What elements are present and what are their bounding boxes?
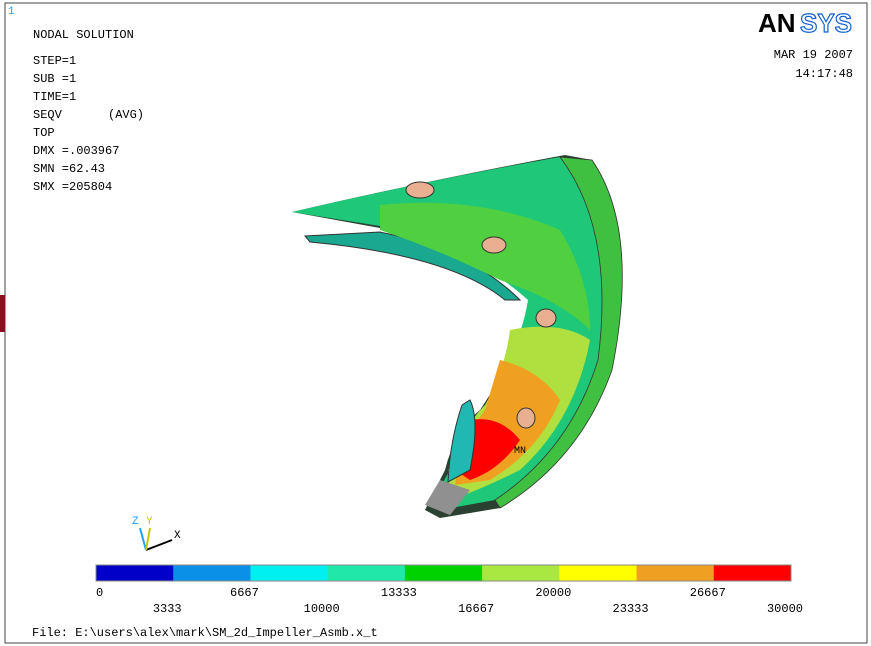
bolt-hole <box>482 237 506 253</box>
bolt-hole <box>517 408 535 428</box>
background <box>0 0 871 646</box>
legend-tick-label: 23333 <box>613 602 649 616</box>
triad-y-label: Y <box>146 516 153 528</box>
legend-tick-label: 13333 <box>381 586 417 600</box>
legend-band <box>405 565 483 581</box>
triad-x-label: X <box>174 530 181 542</box>
legend-tick-label: 10000 <box>304 602 340 616</box>
window-number: 1 <box>8 6 15 18</box>
info-line: STEP=1 <box>33 54 76 68</box>
legend-tick-label: 20000 <box>535 586 571 600</box>
time: 14:17:48 <box>795 67 853 81</box>
info-line: NODAL SOLUTION <box>33 28 134 42</box>
info-line: DMX =.003967 <box>33 144 119 158</box>
bolt-hole <box>536 309 556 327</box>
legend-tick-label: 0 <box>96 586 103 600</box>
info-line: TOP <box>33 126 55 140</box>
legend-tick-label: 30000 <box>767 602 803 616</box>
bolt-hole <box>406 182 434 198</box>
legend-tick-label: 3333 <box>153 602 182 616</box>
ansys-window: 1 NODAL SOLUTION STEP=1 SUB =1 TIME=1 SEQV (A… <box>0 0 871 646</box>
file-path: File: E:\users\alex\mark\SM_2d_Impeller_… <box>32 626 378 640</box>
logo-sys: SYS <box>800 8 852 38</box>
legend-tick-label: 16667 <box>458 602 494 616</box>
legend-band <box>482 565 560 581</box>
logo-an: AN <box>758 8 796 38</box>
info-line: SEQV <box>33 108 63 122</box>
legend-band <box>559 565 637 581</box>
legend-tick-label: 26667 <box>690 586 726 600</box>
legend-band <box>637 565 715 581</box>
legend-band <box>250 565 328 581</box>
triad-z-label: Z <box>132 516 139 528</box>
legend-band <box>328 565 406 581</box>
info-line: SUB =1 <box>33 72 76 86</box>
min-marker: MN <box>514 446 526 457</box>
legend-band <box>714 565 792 581</box>
side-strip <box>0 295 5 332</box>
date: MAR 19 2007 <box>774 48 853 62</box>
legend-tick-label: 6667 <box>230 586 259 600</box>
info-line: SMN =62.43 <box>33 162 105 176</box>
legend-band <box>96 565 174 581</box>
info-line: TIME=1 <box>33 90 76 104</box>
info-line: SMX =205804 <box>33 180 112 194</box>
legend-band <box>173 565 251 581</box>
info-line: (AVG) <box>108 108 144 122</box>
